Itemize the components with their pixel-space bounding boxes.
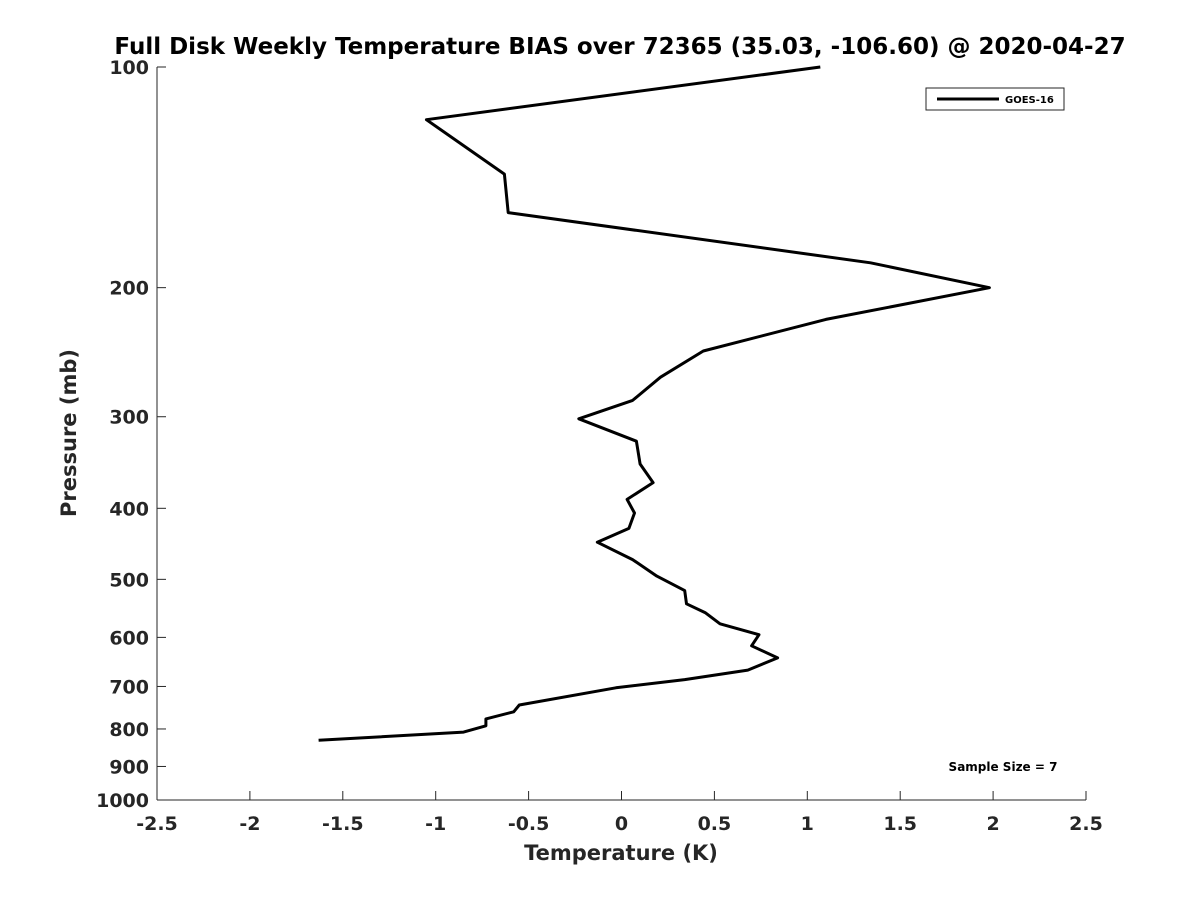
y-tick-label: 900 [109, 756, 149, 778]
x-tick-label: 1 [801, 813, 814, 835]
x-tick-label: -2.5 [136, 813, 178, 835]
y-tick-label: 600 [109, 627, 149, 649]
legend-entry-goes-16: GOES-16 [1005, 95, 1054, 106]
series-line-goes-16 [318, 65, 991, 742]
sample-size-annotation: Sample Size = 7 [949, 760, 1058, 774]
y-tick-label: 700 [109, 676, 149, 698]
y-tick-label: 400 [109, 498, 149, 520]
plot-area [157, 67, 1086, 800]
chart-title: Full Disk Weekly Temperature BIAS over 7… [114, 34, 1125, 60]
y-tick-label: 100 [109, 57, 149, 79]
y-tick-label: 800 [109, 719, 149, 741]
legend: GOES-16 [925, 87, 1065, 111]
y-tick-label: 200 [109, 278, 149, 300]
x-tick-label: -2 [239, 813, 260, 835]
x-tick-label: -0.5 [508, 813, 550, 835]
y-tick-label: 1000 [96, 790, 149, 812]
y-tick-label: 300 [109, 407, 149, 429]
y-axis-label: Pressure (mb) [57, 349, 81, 517]
x-tick-label: 0 [615, 813, 628, 835]
x-tick-label: 0.5 [698, 813, 732, 835]
y-tick-label: 500 [109, 569, 149, 591]
x-tick-label: 2.5 [1069, 813, 1103, 835]
x-tick-label: 1.5 [883, 813, 917, 835]
x-axis-label: Temperature (K) [524, 841, 718, 865]
axis-ticks: -2.5 -2 -1.5 -1 -0.5 0 0.5 1 1.5 2 2.5 100 200 300 400… [96, 57, 1103, 835]
x-tick-label: -1.5 [322, 813, 364, 835]
x-tick-label: -1 [425, 813, 446, 835]
x-tick-label: 2 [986, 813, 999, 835]
